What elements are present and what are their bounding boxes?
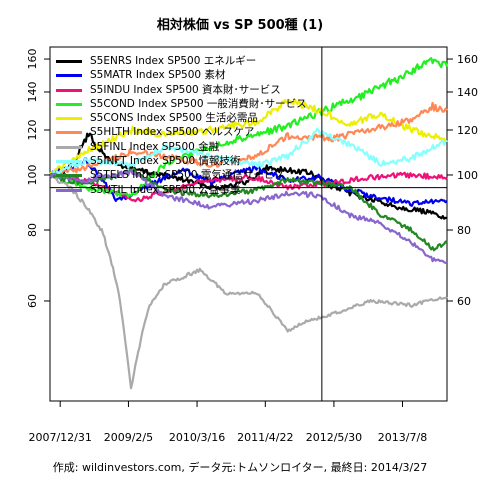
legend-label: S5COND Index SP500 一般消費財･サービス xyxy=(90,97,307,110)
y-tick-label-left: 100 xyxy=(26,164,39,185)
y-tick-label-right: 160 xyxy=(457,53,478,66)
legend-label: S5INDU Index SP500 資本財･サービス xyxy=(90,83,281,96)
legend-swatch xyxy=(56,117,82,121)
legend-swatch xyxy=(56,74,82,78)
x-tick-label: 2011/4/22 xyxy=(237,431,293,444)
x-tick-label: 2009/2/5 xyxy=(104,431,153,444)
legend-swatch xyxy=(56,102,82,106)
y-tick-label-left: 140 xyxy=(26,81,39,102)
y-tick-label-left: 120 xyxy=(26,119,39,140)
reference-lines xyxy=(50,47,447,401)
series-line-5 xyxy=(49,101,448,178)
legend-swatch xyxy=(56,188,82,192)
plot-frame xyxy=(49,46,448,402)
x-tick-label: 2010/3/16 xyxy=(169,431,225,444)
y-tick-label-right: 60 xyxy=(457,295,471,308)
legend-label: S5HLTH Index SP500 ヘルスケア xyxy=(90,126,255,139)
legend-swatch xyxy=(56,60,82,63)
series-line-4 xyxy=(48,98,448,176)
y-tick-label-right: 80 xyxy=(457,224,471,237)
series-line-3 xyxy=(49,57,449,198)
legend-swatch xyxy=(56,131,82,135)
legend-swatch xyxy=(56,174,82,178)
legend-swatch xyxy=(56,88,82,92)
legend-label: S5MATR Index SP500 素材 xyxy=(90,69,226,82)
chart-title: 相対株価 vs SP 500種 (1) xyxy=(156,18,324,33)
legend-label: S5TELS Index SP500 電気通信サービス xyxy=(90,169,285,182)
legend-label: S5ENRS Index SP500 エネルギー xyxy=(90,55,257,67)
legend-label: S5FINL Index SP500 金融 xyxy=(90,140,220,153)
series-line-1 xyxy=(49,157,448,207)
legend-label: S5UTIL Index SP500 公益事業 xyxy=(90,183,241,196)
series-line-0 xyxy=(50,132,448,220)
y-tick-label-right: 120 xyxy=(457,124,478,137)
legend-swatch xyxy=(56,145,82,149)
series-line-6 xyxy=(49,173,448,390)
y-tick-label-left: 80 xyxy=(26,223,39,237)
legend-label: S5INFT Index SP500 情報技術 xyxy=(90,155,241,168)
y-tick-label-left: 60 xyxy=(26,294,39,308)
series-layer xyxy=(48,57,449,390)
legend-swatch xyxy=(56,160,82,164)
source-note: 作成: wildinvestors.com, データ元:トムソンロイター, 最終… xyxy=(52,461,428,474)
x-tick-label: 2013/7/8 xyxy=(378,431,427,444)
x-tick-label: 2012/5/30 xyxy=(306,431,362,444)
series-line-7 xyxy=(49,127,448,177)
x-tick-label: 2007/12/31 xyxy=(28,431,91,444)
legend-label: S5CONS Index SP500 生活必需品 xyxy=(90,112,258,125)
y-tick-label-left: 160 xyxy=(26,49,39,70)
y-tick-label-right: 100 xyxy=(457,169,478,182)
series-line-8 xyxy=(49,167,448,252)
y-tick-label-right: 140 xyxy=(457,86,478,99)
series-line-9 xyxy=(49,168,448,265)
axis-layer: 60 60 80 80 100 100 120 120 140 140 160 160 2007/12/… xyxy=(26,49,478,444)
